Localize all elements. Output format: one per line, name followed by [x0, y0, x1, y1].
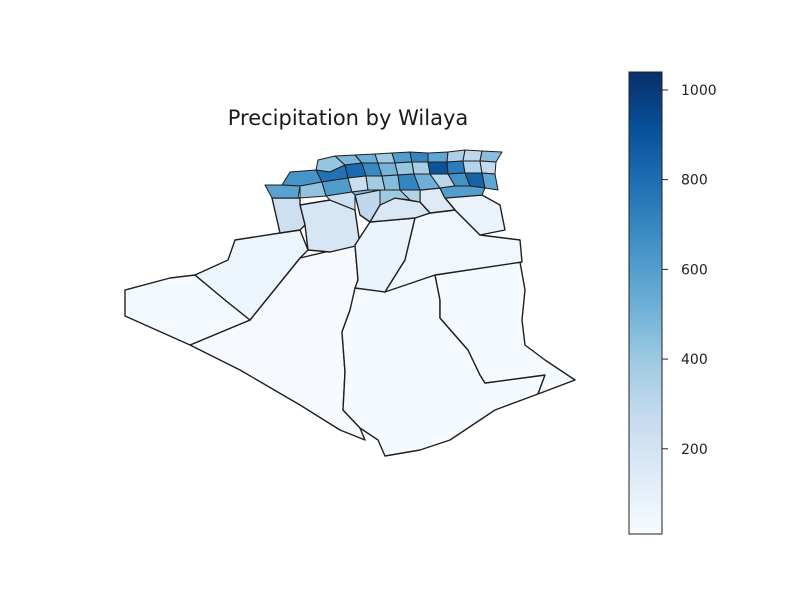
colorbar-tick-label: 400 — [681, 352, 708, 368]
colorbar: 200 400 600 800 1000 — [628, 71, 717, 535]
region-north-wilaya — [394, 161, 415, 176]
region-north-wilaya — [462, 160, 483, 174]
region-north-wilaya — [409, 151, 429, 163]
region-north-wilaya — [411, 161, 431, 175]
region-north-wilaya — [481, 172, 499, 191]
region-illizi — [434, 261, 576, 395]
colorbar-ticks: 200 400 600 800 1000 — [662, 83, 717, 458]
colorbar-tick-label: 1000 — [681, 83, 717, 99]
region-north-wilaya — [479, 150, 503, 163]
region-bechar — [194, 229, 309, 321]
region-north-wilaya — [391, 151, 413, 164]
colorbar-gradient — [628, 71, 663, 535]
region-north-wilaya — [446, 149, 466, 163]
region-north-wilaya — [427, 151, 449, 163]
region-north-wilaya — [439, 185, 486, 199]
region-naama — [271, 197, 306, 234]
northern-wilayas-group — [264, 149, 503, 211]
region-north-wilaya — [347, 175, 369, 193]
chart-title: Precipitation by Wilaya — [228, 106, 469, 130]
colorbar-tick-label: 600 — [681, 262, 708, 278]
region-north-wilaya — [427, 161, 449, 175]
algeria-map — [124, 149, 576, 457]
colorbar-tick-label: 200 — [681, 442, 708, 458]
region-north-wilaya — [462, 149, 483, 162]
region-north-wilaya — [446, 160, 466, 175]
region-north-wilaya — [325, 191, 356, 211]
region-north-wilaya — [399, 189, 421, 203]
region-north-wilaya — [479, 160, 497, 175]
region-north-wilaya — [264, 184, 301, 199]
colorbar-tick-label: 800 — [681, 173, 708, 189]
region-north-wilaya — [381, 174, 401, 191]
